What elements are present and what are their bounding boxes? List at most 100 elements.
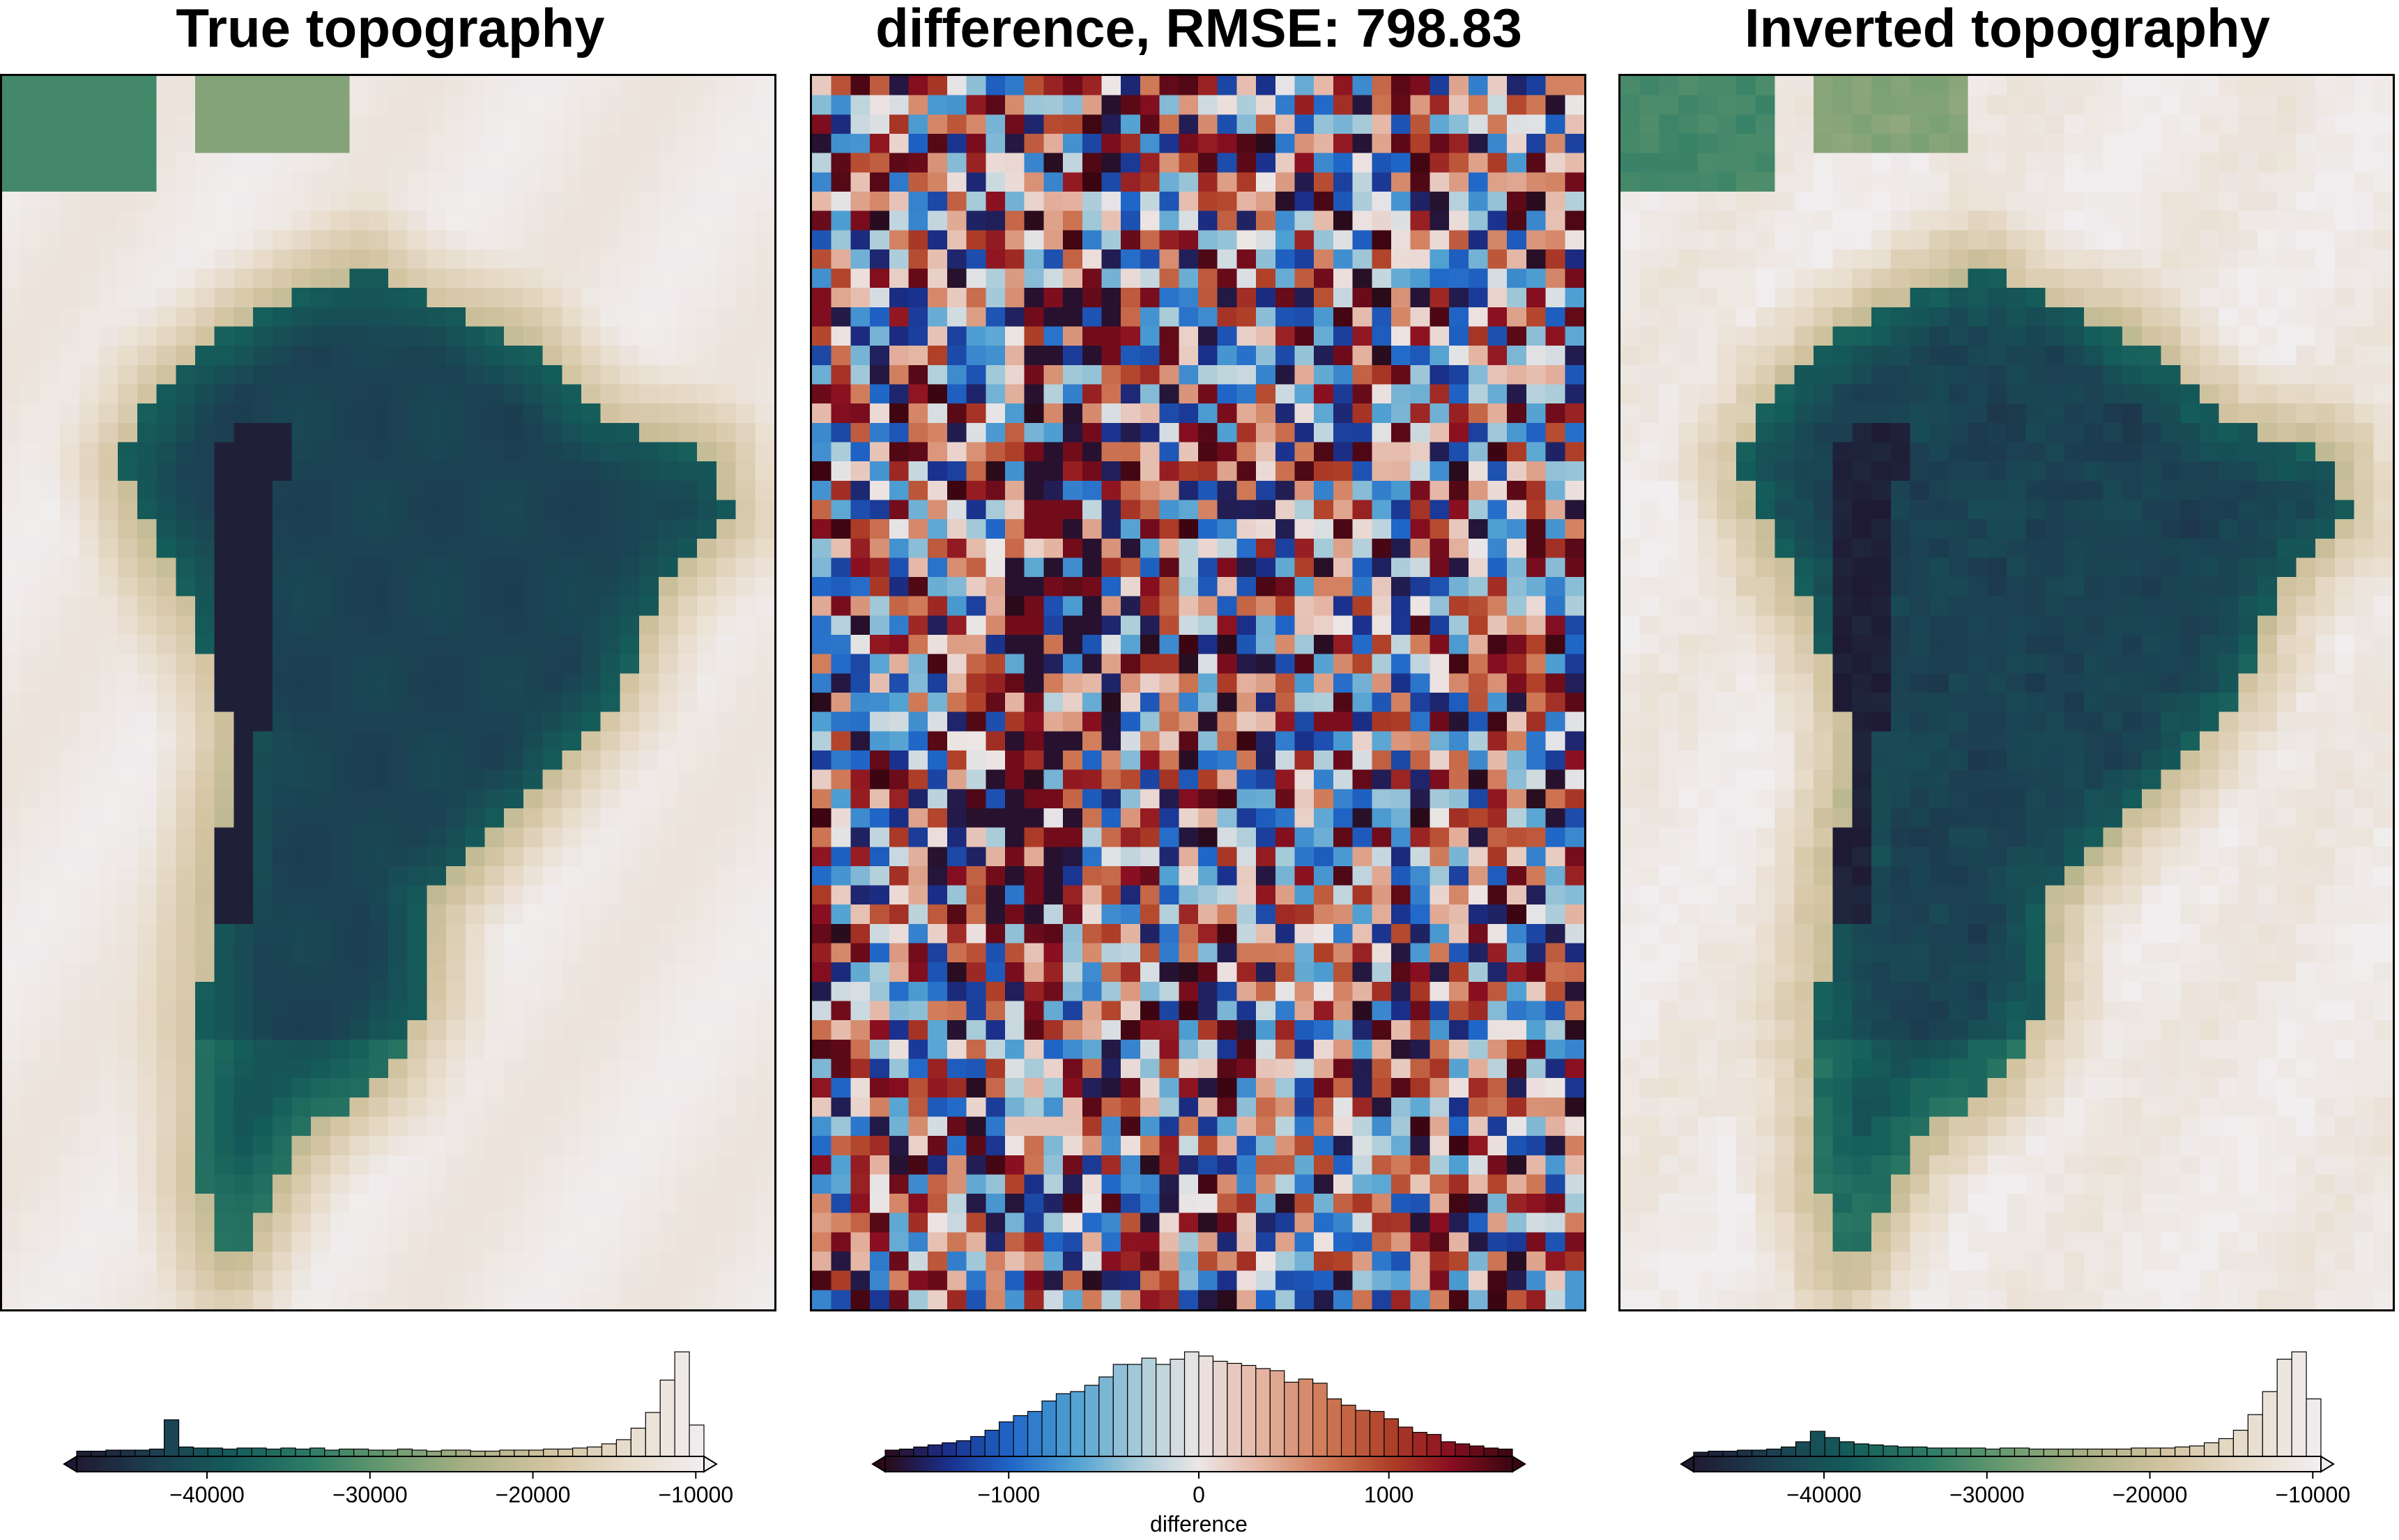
grid-cell — [98, 789, 118, 809]
grid-cell — [735, 865, 756, 886]
grid-cell — [195, 1039, 215, 1060]
grid-cell — [1565, 577, 1584, 597]
grid-cell — [1256, 288, 1276, 308]
grid-cell — [600, 981, 620, 1002]
grid-cell — [214, 1270, 234, 1291]
grid-cell — [600, 133, 620, 154]
grid-cell — [1410, 865, 1430, 886]
grid-cell — [1314, 577, 1334, 597]
grid-cell — [755, 654, 774, 674]
grid-cell — [523, 422, 544, 443]
grid-cell — [908, 789, 928, 809]
grid-cell — [1275, 133, 1296, 154]
grid-cell — [484, 191, 505, 212]
grid-cell — [658, 461, 679, 482]
grid-cell — [542, 981, 562, 1002]
grid-cell — [542, 943, 562, 963]
grid-cell — [1545, 403, 1565, 424]
grid-cell — [1217, 1212, 1237, 1233]
grid-cell — [620, 557, 640, 578]
grid-cell — [137, 693, 158, 713]
grid-cell — [330, 1116, 351, 1137]
grid-cell — [523, 885, 544, 905]
grid-cell — [986, 191, 1006, 212]
grid-cell — [1430, 596, 1450, 616]
grid-cell — [1005, 962, 1025, 983]
grid-cell — [176, 519, 196, 539]
grid-cell — [330, 865, 351, 886]
grid-cell — [233, 693, 254, 713]
grid-cell — [697, 307, 717, 328]
grid-cell — [870, 731, 890, 751]
grid-cell — [388, 981, 408, 1002]
grid-cell — [1121, 904, 1141, 925]
grid-cell — [928, 789, 948, 809]
grid-cell — [697, 191, 717, 212]
grid-cell — [1545, 288, 1565, 308]
grid-cell — [831, 654, 851, 674]
grid-cell — [60, 847, 80, 867]
grid-cell — [581, 500, 601, 520]
grid-cell — [620, 1058, 640, 1079]
grid-cell — [98, 230, 118, 250]
grid-cell — [1372, 1039, 1392, 1060]
grid-cell — [137, 1058, 158, 1079]
grid-cell — [291, 557, 312, 578]
grid-cell — [156, 133, 176, 154]
grid-cell — [523, 769, 544, 790]
grid-cell — [831, 249, 851, 270]
grid-cell — [349, 943, 369, 963]
grid-cell — [504, 847, 524, 867]
grid-cell — [850, 172, 871, 192]
grid-cell — [233, 114, 254, 134]
grid-cell — [1179, 191, 1199, 212]
grid-cell — [850, 95, 871, 115]
grid-cell — [1545, 750, 1565, 771]
grid-cell — [735, 384, 756, 404]
grid-cell — [889, 326, 910, 346]
grid-cell — [214, 76, 234, 96]
grid-cell — [214, 422, 234, 443]
grid-cell — [716, 442, 737, 462]
grid-cell — [60, 808, 80, 829]
grid-cell — [60, 596, 80, 616]
grid-cell — [658, 904, 679, 925]
grid-cell — [388, 596, 408, 616]
grid-cell — [620, 1097, 640, 1117]
grid-cell — [620, 76, 640, 96]
grid-cell — [889, 346, 910, 366]
grid-cell — [253, 654, 273, 674]
grid-cell — [176, 384, 196, 404]
grid-cell — [388, 557, 408, 578]
grid-cell — [214, 153, 234, 173]
grid-cell — [311, 943, 331, 963]
grid-cell — [98, 364, 118, 385]
grid-cell — [735, 693, 756, 713]
grid-cell — [1430, 326, 1450, 346]
grid-cell — [407, 268, 427, 288]
grid-cell — [291, 210, 312, 231]
grid-cell — [1352, 249, 1372, 270]
grid-cell — [311, 654, 331, 674]
grid-cell — [291, 981, 312, 1002]
grid-cell — [620, 346, 640, 366]
grid-cell — [523, 1039, 544, 1060]
grid-cell — [1430, 210, 1450, 231]
grid-cell — [946, 1058, 967, 1079]
grid-cell — [562, 1039, 582, 1060]
grid-cell — [40, 1136, 61, 1156]
grid-cell — [1545, 865, 1565, 886]
grid-cell — [465, 1078, 486, 1098]
grid-cell — [581, 519, 601, 539]
grid-cell — [156, 76, 176, 96]
grid-cell — [1005, 230, 1025, 250]
grid-cell — [831, 981, 851, 1002]
grid-cell — [1294, 210, 1315, 231]
grid-cell — [1179, 153, 1199, 173]
grid-cell — [1121, 673, 1141, 693]
grid-cell — [1449, 1058, 1469, 1079]
grid-cell — [311, 480, 331, 500]
grid-cell — [407, 95, 427, 115]
grid-cell — [735, 114, 756, 134]
grid-cell — [1294, 711, 1315, 732]
